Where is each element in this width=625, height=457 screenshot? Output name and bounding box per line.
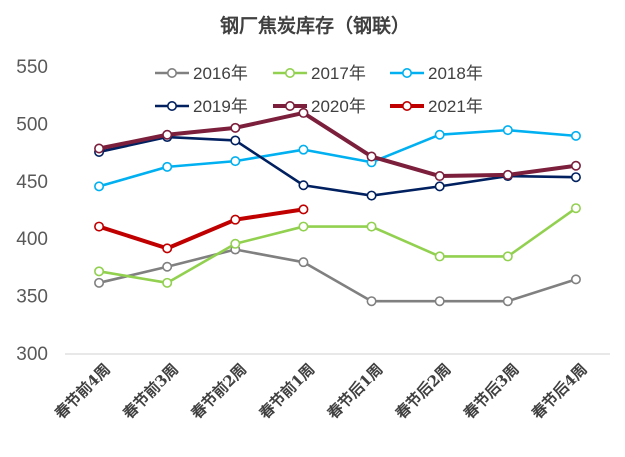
data-point-2019: [298, 180, 309, 191]
data-point-2018: [434, 129, 445, 140]
data-point-2017: [502, 251, 513, 262]
legend-marker-2019: [167, 101, 178, 112]
data-point-2021: [298, 204, 309, 215]
legend-marker-2016: [167, 68, 178, 79]
data-point-2019: [366, 190, 377, 201]
data-point-2019: [570, 172, 581, 183]
x-tick-label: 春节前3周: [119, 360, 182, 423]
data-point-2017: [570, 203, 581, 214]
data-point-2020: [502, 169, 513, 180]
x-tick-label: 春节前4周: [51, 360, 114, 423]
data-point-2018: [162, 161, 173, 172]
data-point-2017: [366, 221, 377, 232]
legend-label-2021: 2021年: [428, 97, 483, 116]
x-tick-label: 春节后2周: [392, 360, 455, 423]
series-line-2021: [97, 207, 306, 251]
legend-item-2017: 2017年: [273, 64, 366, 83]
data-point-2019: [230, 135, 241, 146]
data-point-2020: [94, 143, 105, 154]
series-line-2016: [97, 248, 578, 303]
data-point-2020: [162, 129, 173, 140]
data-point-2018: [94, 181, 105, 192]
x-tick-label: 春节后1周: [324, 360, 387, 423]
data-point-2021: [94, 221, 105, 232]
data-point-2020: [570, 160, 581, 171]
data-point-2016: [162, 261, 173, 272]
series-2017: [94, 203, 581, 288]
legend-item-2018: 2018年: [390, 64, 483, 83]
x-tick-label: 春节后4周: [528, 360, 591, 423]
series-line-2018: [97, 128, 578, 188]
series-layer: [94, 107, 581, 307]
data-point-2016: [366, 296, 377, 307]
data-point-2017: [298, 221, 309, 232]
data-point-2017: [162, 277, 173, 288]
data-point-2020: [298, 107, 309, 118]
data-point-2016: [502, 296, 513, 307]
legend-label-2020: 2020年: [311, 97, 366, 116]
legend-item-2016: 2016年: [155, 64, 248, 83]
y-tick-label: 500: [16, 114, 48, 135]
x-tick-label: 春节前1周: [256, 360, 319, 423]
legend-label-2018: 2018年: [428, 64, 483, 83]
data-point-2017: [230, 238, 241, 249]
legend-item-2020: 2020年: [273, 97, 366, 116]
data-point-2020: [230, 122, 241, 133]
chart-title: 钢厂焦炭库存（钢联）: [220, 14, 410, 37]
data-point-2021: [230, 214, 241, 225]
x-tick-label: 春节后3周: [460, 360, 523, 423]
legend-item-2019: 2019年: [155, 97, 248, 116]
series-2021: [94, 204, 309, 254]
y-tick-label: 300: [16, 344, 48, 365]
y-tick-label: 350: [16, 287, 48, 308]
data-point-2016: [298, 257, 309, 268]
data-point-2018: [502, 125, 513, 136]
data-point-2021: [162, 243, 173, 254]
data-point-2020: [434, 171, 445, 182]
legend-item-2021: 2021年: [390, 97, 483, 116]
legend: 2016年 2017年 2018年 2019年 2020年 2021年: [155, 64, 483, 116]
legend-label-2017: 2017年: [311, 64, 366, 83]
series-line-2017: [97, 206, 578, 285]
data-point-2017: [434, 251, 445, 262]
series-2020: [94, 107, 581, 182]
y-tick-label: 450: [16, 172, 48, 193]
data-point-2017: [94, 266, 105, 277]
data-point-2018: [230, 156, 241, 167]
data-point-2016: [570, 274, 581, 285]
legend-marker-2017: [284, 68, 295, 79]
series-line-2020: [97, 110, 578, 179]
data-point-2016: [434, 296, 445, 307]
legend-label-2019: 2019年: [193, 97, 248, 116]
legend-marker-2021: [401, 101, 412, 112]
series-line-2019: [97, 135, 578, 197]
y-tick-label: 400: [16, 229, 48, 250]
legend-marker-2020: [284, 101, 295, 112]
data-point-2016: [94, 277, 105, 288]
legend-label-2016: 2016年: [193, 64, 248, 83]
x-tick-label: 春节前2周: [188, 360, 251, 423]
data-point-2020: [366, 151, 377, 162]
data-point-2019: [434, 181, 445, 192]
legend-marker-2018: [401, 68, 412, 79]
y-tick-label: 550: [16, 57, 48, 78]
data-point-2018: [570, 130, 581, 141]
data-point-2018: [298, 144, 309, 155]
